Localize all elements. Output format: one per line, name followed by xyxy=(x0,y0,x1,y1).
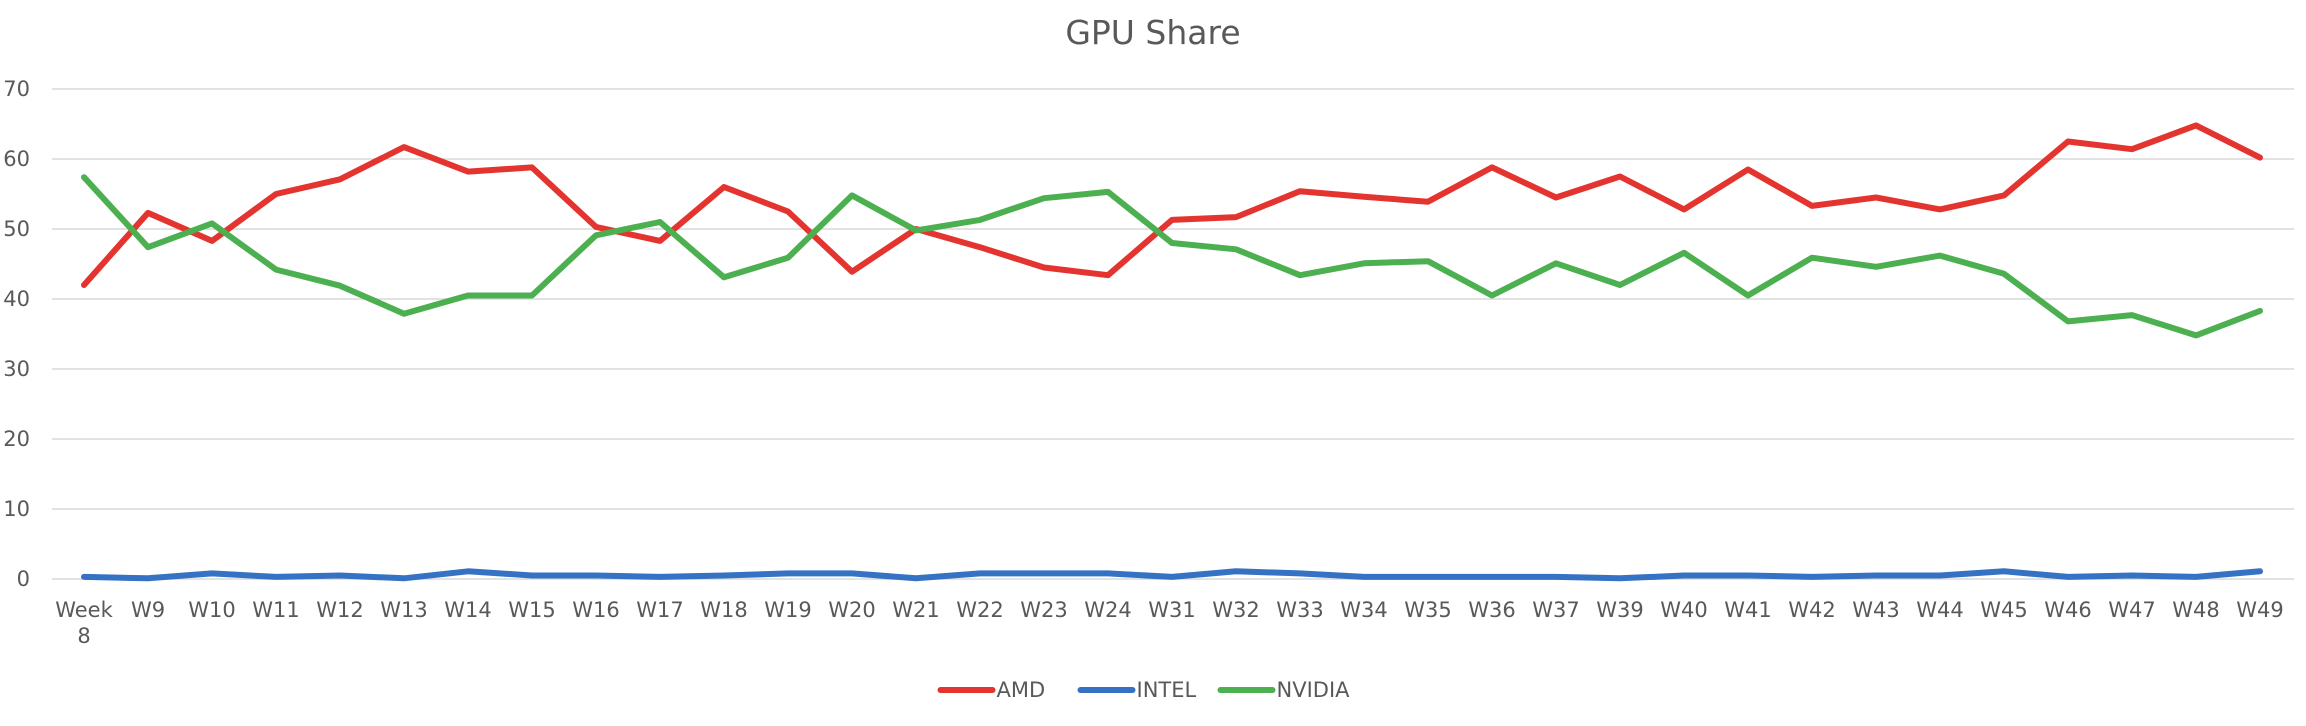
y-axis-ticks: 0 10 20 30 40 50 60 70 xyxy=(3,77,30,591)
y-tick-label: 10 xyxy=(3,497,30,521)
y-tick-label: 30 xyxy=(3,357,30,381)
x-tick-label: W45 xyxy=(1980,598,2028,622)
y-tick-label: 60 xyxy=(3,147,30,171)
x-tick-label: Week 8 xyxy=(55,598,113,648)
y-tick-label: 40 xyxy=(3,287,30,311)
x-tick-label: W14 xyxy=(444,598,492,622)
x-tick-label: W22 xyxy=(956,598,1004,622)
legend-label: INTEL xyxy=(1137,678,1197,702)
x-tick-label: W48 xyxy=(2172,598,2220,622)
y-tick-label: 50 xyxy=(3,217,30,241)
x-tick-label: W33 xyxy=(1276,598,1324,622)
x-tick-label: W17 xyxy=(636,598,684,622)
x-tick-label: W23 xyxy=(1020,598,1068,622)
legend: AMD INTEL NVIDIA xyxy=(937,678,1351,702)
chart-title: GPU Share xyxy=(1065,13,1240,52)
series-line-amd xyxy=(81,122,2263,288)
x-tick-label: W10 xyxy=(188,598,236,622)
x-axis-ticks: Week 8 W9 W10 W11 W12 W13 W14 W15 W16 W17 W18 W19 W20… xyxy=(55,598,2284,648)
legend-item-intel: INTEL xyxy=(1077,678,1197,702)
x-tick-label: W43 xyxy=(1852,598,1900,622)
x-tick-label: W40 xyxy=(1660,598,1708,622)
x-tick-label: W46 xyxy=(2044,598,2092,622)
x-tick-label: W9 xyxy=(131,598,165,622)
legend-label: AMD xyxy=(997,678,1046,702)
x-tick-label: W37 xyxy=(1532,598,1580,622)
series-line-intel xyxy=(81,568,2263,582)
y-tick-label: 0 xyxy=(17,567,30,591)
x-tick-label: W15 xyxy=(508,598,556,622)
x-tick-label: W35 xyxy=(1404,598,1452,622)
x-tick-label: W12 xyxy=(316,598,364,622)
x-tick-label: W11 xyxy=(252,598,300,622)
y-tick-label: 70 xyxy=(3,77,30,101)
legend-label: NVIDIA xyxy=(1277,678,1351,702)
x-tick-label: W41 xyxy=(1724,598,1772,622)
x-tick-label: W13 xyxy=(380,598,428,622)
x-tick-label: W24 xyxy=(1084,598,1132,622)
x-tick-label: W19 xyxy=(764,598,812,622)
gridlines xyxy=(52,88,2294,580)
x-tick-label: W44 xyxy=(1916,598,1964,622)
x-tick-label: W34 xyxy=(1340,598,1388,622)
series-lines xyxy=(81,122,2263,582)
legend-item-nvidia: NVIDIA xyxy=(1217,678,1351,702)
x-tick-label: W20 xyxy=(828,598,876,622)
x-tick-label: W47 xyxy=(2108,598,2156,622)
x-tick-label: W31 xyxy=(1148,598,1196,622)
y-tick-label: 20 xyxy=(3,427,30,451)
x-tick-label: W16 xyxy=(572,598,620,622)
x-tick-label: W42 xyxy=(1788,598,1836,622)
x-tick-label: W49 xyxy=(2236,598,2284,622)
legend-item-amd: AMD xyxy=(937,678,1046,702)
x-tick-label: W36 xyxy=(1468,598,1516,622)
x-tick-label: W32 xyxy=(1212,598,1260,622)
x-tick-label: W18 xyxy=(700,598,748,622)
series-line-nvidia xyxy=(81,174,2263,339)
x-tick-label: W21 xyxy=(892,598,940,622)
x-tick-label: W39 xyxy=(1596,598,1644,622)
